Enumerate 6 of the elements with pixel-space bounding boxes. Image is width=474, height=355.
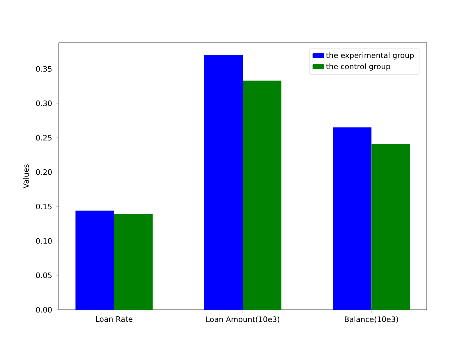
bar bbox=[333, 128, 372, 310]
bar bbox=[204, 55, 243, 310]
bar bbox=[76, 210, 114, 310]
bar bbox=[114, 214, 153, 310]
bar bbox=[243, 80, 282, 310]
bar bbox=[372, 144, 410, 310]
